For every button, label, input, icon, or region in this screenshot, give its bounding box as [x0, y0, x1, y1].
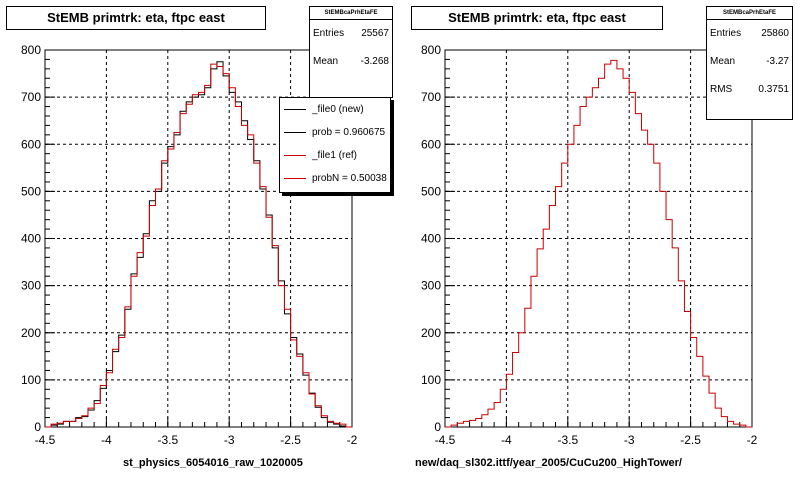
- stats-value: -3.27: [766, 56, 789, 67]
- stats-header-right: StEMBcaPrhEtaFE: [707, 7, 792, 20]
- stats-value: 25567: [361, 28, 389, 39]
- legend-swatch: [284, 155, 306, 156]
- stats-row-entries-left: Entries 25567: [310, 20, 392, 48]
- stats-value: 25860: [761, 28, 789, 39]
- y-tick-label: 0: [34, 420, 41, 434]
- x-tick-label: -4.5: [435, 433, 456, 447]
- chart-title-left-text: StEMB primtrk: eta, ftpc east: [47, 10, 225, 25]
- x-tick-label: -3.5: [157, 433, 178, 447]
- y-tick-label: 800: [21, 43, 41, 57]
- legend-left: _file0 (new) prob = 0.960675 _file1 (ref…: [279, 97, 391, 193]
- stats-label: RMS: [710, 84, 733, 95]
- legend-item-file0: _file0 (new): [280, 98, 390, 121]
- y-tick-label: 400: [421, 232, 441, 246]
- stats-row-mean-left: Mean -3.268: [310, 48, 392, 76]
- stats-value: 0.3751: [758, 84, 789, 95]
- histogram-series: [445, 59, 752, 428]
- stats-value: -3.268: [360, 56, 389, 67]
- x-tick-label: -3: [624, 433, 635, 447]
- y-tick-label: 200: [21, 326, 41, 340]
- x-tick-label: -4.5: [35, 433, 56, 447]
- y-tick-label: 600: [21, 137, 41, 151]
- stats-header-left: StEMBcaPrhEtaFE: [310, 7, 392, 20]
- stats-row-rms-right: RMS 0.3751: [707, 76, 792, 104]
- legend-item-probn: probN = 0.50038: [280, 167, 390, 190]
- y-tick-label: 0: [434, 420, 441, 434]
- y-tick-label: 300: [21, 279, 41, 293]
- stats-row-mean-right: Mean -3.27: [707, 48, 792, 76]
- x-tick-label: -2: [747, 433, 758, 447]
- stats-label: Mean: [710, 56, 736, 67]
- stats-label: Mean: [313, 56, 339, 67]
- stats-label: Entries: [710, 28, 742, 39]
- x-tick-label: -3: [224, 433, 235, 447]
- legend-item-file1: _file1 (ref): [280, 144, 390, 167]
- legend-swatch: [284, 109, 306, 110]
- legend-item-prob: prob = 0.960675: [280, 121, 390, 144]
- histogram-series: [45, 63, 352, 428]
- y-tick-label: 700: [421, 90, 441, 104]
- legend-label: probN = 0.50038: [312, 173, 387, 184]
- y-tick-label: 700: [21, 90, 41, 104]
- stats-row-entries-right: Entries 25860: [707, 20, 792, 48]
- y-tick-label: 100: [421, 373, 441, 387]
- y-tick-label: 400: [21, 232, 41, 246]
- y-tick-label: 800: [421, 43, 441, 57]
- x-axis-title-right: new/daq_sl302.ittf/year_2005/CuCu200_Hig…: [415, 457, 682, 469]
- legend-swatch: [284, 178, 306, 179]
- x-axis-title-left: st_physics_6054016_raw_1020005: [123, 457, 303, 469]
- x-tick-label: -2: [347, 433, 358, 447]
- stats-label: Entries: [313, 28, 345, 39]
- chart-title-right-text: StEMB primtrk: eta, ftpc east: [448, 10, 626, 25]
- x-tick-label: -2.5: [280, 433, 301, 447]
- x-tick-label: -4: [501, 433, 512, 447]
- legend-swatch: [284, 132, 306, 133]
- stats-box-left: StEMBcaPrhEtaFE Entries 25567 Mean -3.26…: [309, 6, 393, 98]
- y-tick-label: 600: [421, 137, 441, 151]
- y-tick-label: 100: [21, 373, 41, 387]
- y-tick-label: 500: [21, 184, 41, 198]
- stats-box-right: StEMBcaPrhEtaFE Entries 25860 Mean -3.27…: [706, 6, 793, 120]
- x-tick-label: -4: [101, 433, 112, 447]
- y-tick-label: 500: [421, 184, 441, 198]
- x-tick-label: -3.5: [557, 433, 578, 447]
- legend-label: prob = 0.960675: [312, 127, 386, 138]
- legend-label: _file0 (new): [312, 104, 364, 115]
- legend-label: _file1 (ref): [312, 150, 358, 161]
- y-tick-label: 300: [421, 279, 441, 293]
- y-tick-label: 200: [421, 326, 441, 340]
- chart-title-left: StEMB primtrk: eta, ftpc east: [6, 6, 266, 30]
- chart-title-right: StEMB primtrk: eta, ftpc east: [411, 6, 663, 30]
- x-tick-label: -2.5: [680, 433, 701, 447]
- plot-frame: [444, 49, 753, 428]
